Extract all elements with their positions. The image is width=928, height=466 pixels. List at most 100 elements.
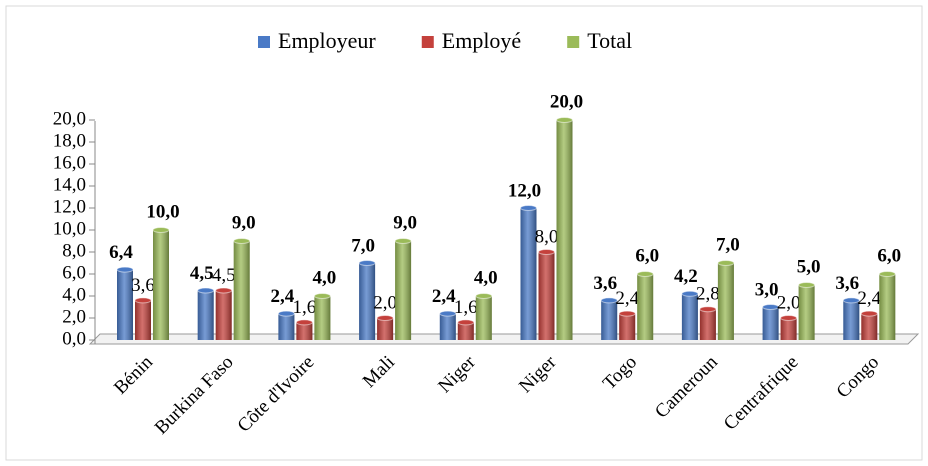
bar-cap (116, 266, 134, 273)
bar-shade (717, 263, 734, 340)
value-label: 4,2 (674, 266, 698, 287)
value-label: 2,0 (777, 292, 801, 313)
y-tick-label: 6,0 (62, 262, 86, 283)
bar (233, 238, 251, 340)
bar-cap (860, 310, 878, 317)
bar-shade (439, 313, 456, 340)
y-tick-label: 18,0 (53, 130, 86, 151)
bar (358, 260, 376, 340)
value-label: 6,0 (635, 245, 659, 266)
bar-cap (878, 271, 896, 277)
value-label: 4,5 (212, 265, 236, 286)
bar-shade (475, 296, 492, 340)
bar-shade (538, 252, 555, 340)
bar-cap (439, 310, 457, 317)
value-label: 7,0 (351, 235, 375, 256)
legend-swatch (421, 36, 434, 48)
bar (277, 310, 295, 340)
bar-shade (798, 285, 815, 340)
bar (699, 306, 717, 340)
bar (842, 297, 860, 340)
value-label: 4,0 (313, 267, 337, 288)
bar-cap (295, 319, 313, 326)
bar-shade (395, 241, 412, 340)
value-label: 6,0 (877, 245, 901, 266)
value-label: 9,0 (393, 212, 417, 233)
y-tick-label: 10,0 (53, 218, 86, 239)
bar-cap (762, 304, 780, 310)
bar-shade (278, 313, 295, 340)
value-label: 2,4 (271, 286, 295, 307)
bar-cap (636, 271, 654, 277)
value-label: 2,4 (432, 286, 456, 307)
bar (134, 297, 152, 340)
value-label: 2,0 (373, 292, 397, 313)
y-tick-label: 4,0 (62, 284, 86, 305)
bar-shade (861, 313, 878, 340)
bar (215, 287, 233, 340)
bar-cap (215, 287, 233, 294)
bar-shade (215, 290, 232, 340)
chart-frame (5, 5, 923, 461)
value-label: 3,6 (835, 273, 859, 294)
bar-shade (117, 269, 133, 340)
value-label: 12,0 (508, 180, 541, 201)
legend-swatch (567, 36, 580, 48)
bar-cap (538, 249, 555, 255)
bar (556, 117, 573, 340)
bar (197, 287, 215, 340)
bar-cap (717, 260, 735, 266)
bar-cap (277, 310, 295, 317)
value-label: 6,4 (109, 242, 133, 263)
bar-cap (197, 287, 215, 294)
bar-shade (601, 300, 618, 340)
bar (394, 238, 412, 340)
bar-shade (780, 318, 797, 340)
value-label: 3,6 (131, 275, 155, 296)
value-label: 2,4 (857, 288, 881, 309)
bar-shade (762, 307, 779, 340)
bar-shade (314, 296, 331, 340)
value-label: 1,6 (454, 297, 478, 318)
bar (520, 205, 537, 340)
bar-shade (359, 263, 376, 340)
bar-cap (134, 297, 152, 304)
value-label: 4,0 (474, 267, 498, 288)
bar-cap (699, 306, 717, 313)
bar (376, 315, 394, 340)
bar (860, 310, 878, 340)
bar (798, 282, 816, 340)
bar-shade (233, 241, 250, 340)
bar (439, 310, 457, 340)
bar-shade (197, 290, 214, 340)
bar (636, 271, 654, 340)
value-label: 2,4 (615, 288, 639, 309)
value-label: 2,8 (696, 284, 720, 305)
legend-label: Total (587, 28, 632, 53)
bar (475, 293, 493, 340)
bar-cap (233, 238, 251, 244)
bar (762, 304, 780, 340)
value-label: 3,0 (755, 279, 779, 300)
bar-cap (681, 290, 699, 297)
y-tick-label: 14,0 (53, 174, 86, 195)
value-label: 1,6 (293, 297, 317, 318)
value-label: 9,0 (232, 212, 256, 233)
bar-cap (376, 315, 394, 321)
y-tick-label: 20,0 (53, 108, 86, 129)
bar-cap (313, 293, 331, 299)
bar-shade (153, 230, 169, 340)
bar-shade (135, 300, 151, 340)
bar-shade (619, 313, 636, 340)
bar (313, 293, 331, 340)
value-label: 7,0 (716, 234, 740, 255)
bar-shade (556, 120, 573, 340)
bar (152, 227, 170, 340)
bar (717, 260, 735, 340)
y-tick-label: 0,0 (62, 328, 86, 349)
bar-cap (842, 297, 860, 304)
value-label: 4,5 (190, 263, 214, 284)
value-label: 8,0 (535, 226, 559, 247)
bar (780, 315, 798, 340)
